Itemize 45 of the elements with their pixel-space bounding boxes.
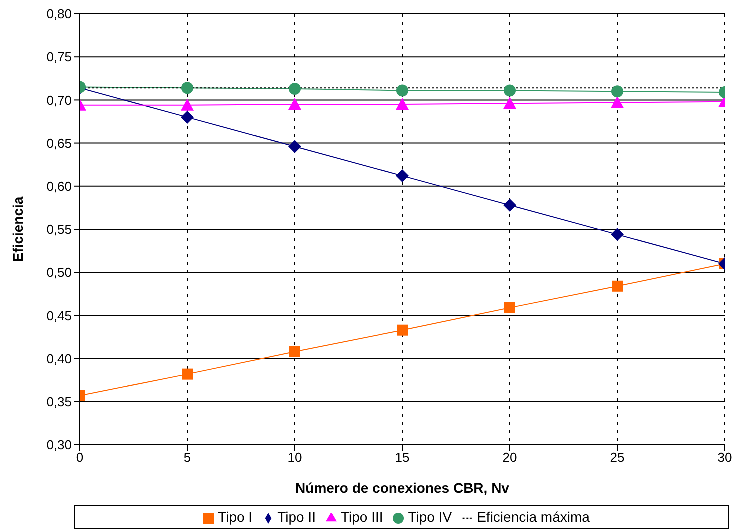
legend-label: Tipo II (278, 509, 316, 525)
point (504, 84, 516, 97)
y-tick-label: 0,60 (46, 179, 72, 194)
point (288, 140, 302, 154)
x-tick-label: 25 (610, 450, 625, 466)
point (396, 84, 408, 97)
legend-label: Eficiencia máxima (477, 509, 590, 525)
point (504, 97, 516, 110)
point (182, 368, 193, 380)
point (611, 96, 624, 108)
x-tick-label: 15 (395, 450, 410, 466)
point (504, 302, 516, 314)
point (182, 82, 194, 94)
point (397, 324, 408, 336)
y-tick-label: 0,75 (46, 50, 72, 65)
x-tick-label: 5 (184, 450, 192, 466)
y-tick-label: 0,45 (46, 308, 72, 324)
x-tick-label: 20 (502, 450, 518, 466)
point (612, 280, 623, 292)
y-tick-label: 0,70 (46, 92, 72, 108)
x-tick-label: 0 (76, 450, 84, 466)
point (181, 110, 194, 124)
x-tick-label: 10 (288, 450, 302, 466)
y-tick-label: 0,55 (46, 222, 72, 238)
point (396, 170, 409, 183)
point (611, 228, 624, 242)
point (290, 346, 300, 358)
point (612, 86, 624, 98)
legend-label: Tipo III (340, 509, 384, 525)
y-tick-label: 0,80 (46, 6, 72, 22)
point (504, 198, 516, 212)
legend-label: Tipo IV (408, 509, 452, 525)
point (396, 98, 409, 110)
y-axis-title: Eficiencia (10, 196, 26, 262)
y-tick-label: 0,50 (46, 265, 72, 280)
y-tick-label: 0,40 (46, 351, 72, 366)
legend-label: Tipo I (218, 509, 253, 525)
x-tick-label: 30 (718, 450, 732, 466)
point (181, 98, 194, 111)
y-tick-label: 0,30 (46, 438, 72, 453)
x-axis-title: Número de conexiones CBR, Nv (296, 480, 510, 496)
point (289, 82, 301, 95)
y-tick-label: 0,35 (46, 394, 72, 410)
point (288, 98, 302, 110)
y-tick-label: 0,65 (46, 136, 72, 151)
